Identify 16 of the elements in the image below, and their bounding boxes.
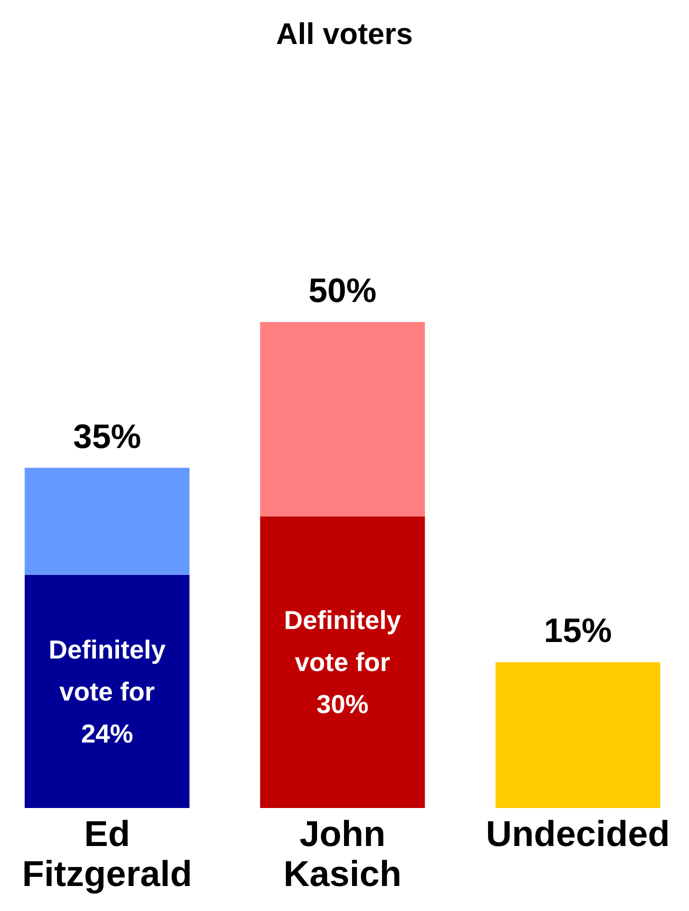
bar <box>24 468 190 575</box>
data-label: 30% <box>316 689 369 720</box>
text: Definitely vote for <box>284 605 402 678</box>
data-label: 24% <box>81 718 134 748</box>
x-tick-label: Ed Fitzgerald <box>22 813 192 894</box>
total-label: 50% <box>308 272 377 310</box>
total-label: 35% <box>73 418 142 456</box>
bar <box>496 662 660 808</box>
bar <box>24 574 190 808</box>
chart-title: All voters <box>276 18 413 51</box>
x-tick-label: John Kasich <box>283 813 402 894</box>
total-label: 15% <box>544 612 612 650</box>
x-tick-label: Undecided <box>486 813 670 854</box>
bar <box>260 516 425 808</box>
bar <box>260 322 425 516</box>
series-label: Definitely vote for <box>48 634 166 706</box>
